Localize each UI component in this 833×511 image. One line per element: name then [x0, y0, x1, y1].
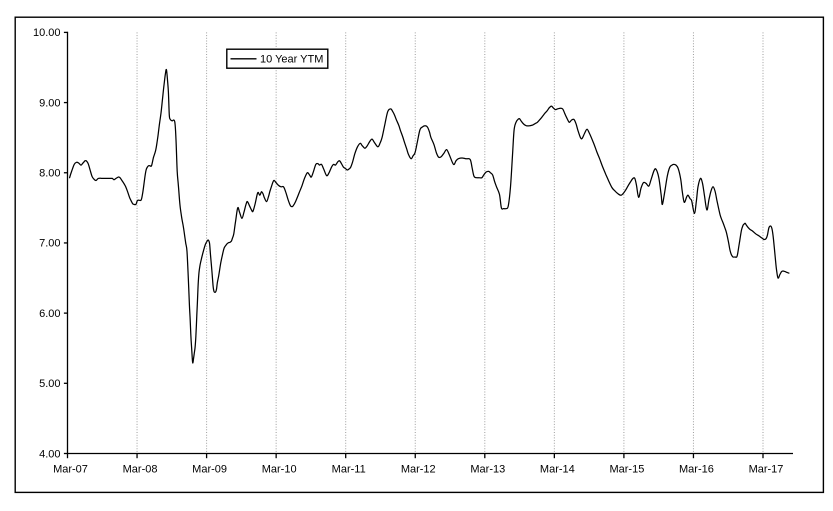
svg-text:Mar-07: Mar-07: [53, 464, 88, 476]
svg-text:8.00: 8.00: [39, 168, 60, 180]
svg-text:Mar-11: Mar-11: [332, 464, 366, 476]
svg-text:Mar-15: Mar-15: [609, 464, 644, 476]
svg-text:6.00: 6.00: [39, 308, 60, 320]
svg-text:Mar-09: Mar-09: [192, 464, 227, 476]
svg-text:Mar-10: Mar-10: [262, 464, 297, 476]
svg-text:Mar-08: Mar-08: [123, 464, 158, 476]
svg-text:10 Year YTM: 10 Year YTM: [260, 54, 323, 66]
svg-text:Mar-13: Mar-13: [470, 464, 505, 476]
svg-text:4.00: 4.00: [39, 448, 60, 460]
svg-text:Mar-17: Mar-17: [749, 464, 784, 476]
svg-text:7.00: 7.00: [39, 238, 60, 250]
svg-text:10.00: 10.00: [33, 27, 61, 39]
svg-text:9.00: 9.00: [39, 97, 60, 109]
svg-text:5.00: 5.00: [39, 378, 60, 390]
svg-text:Mar-12: Mar-12: [401, 464, 436, 476]
svg-text:Mar-16: Mar-16: [679, 464, 714, 476]
svg-text:Mar-14: Mar-14: [540, 464, 575, 476]
